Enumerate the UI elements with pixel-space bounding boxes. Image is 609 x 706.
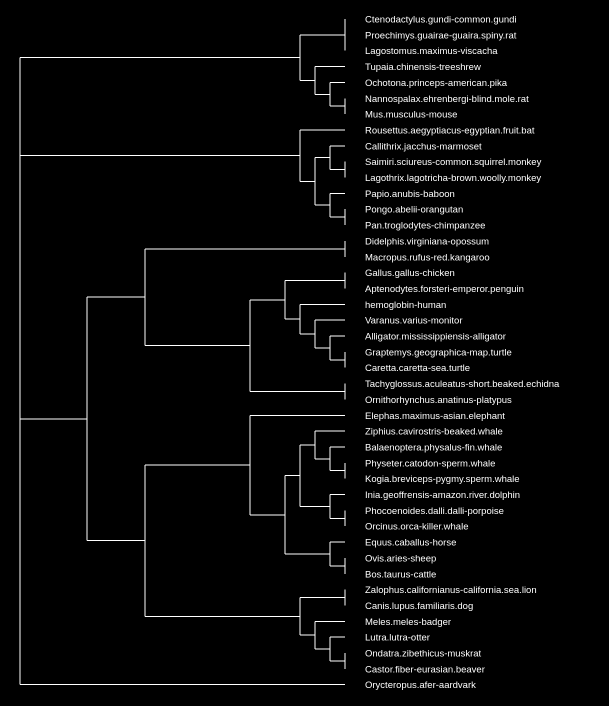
leaf-label: Canis.lupus.familiaris.dog bbox=[365, 601, 473, 612]
leaf-labels: Ctenodactylus.gundi-common.gundi Proechim… bbox=[365, 15, 560, 692]
leaf-label: Lagostomus.maximus-viscacha bbox=[365, 46, 498, 57]
leaf-label: Pongo.abelii-orangutan bbox=[365, 205, 463, 216]
leaf-label: Inia.geoffrensis-amazon.river.dolphin bbox=[365, 490, 520, 501]
leaf-label: Tupaia.chinensis-treeshrew bbox=[365, 62, 481, 73]
leaf-label: Alligator.mississippiensis-alligator bbox=[365, 332, 506, 343]
leaf-label: Gallus.gallus-chicken bbox=[365, 268, 455, 279]
leaf-label: Papio.anubis-baboon bbox=[365, 189, 455, 200]
leaf-label: Rousettus.aegyptiacus-egyptian.fruit.bat bbox=[365, 125, 535, 136]
leaf-label: Saimiri.sciureus-common.squirrel.monkey bbox=[365, 157, 542, 168]
leaf-label: Varanus.varius-monitor bbox=[365, 316, 463, 327]
leaf-label: Pan.troglodytes-chimpanzee bbox=[365, 221, 485, 232]
leaf-label: Elephas.maximus-asian.elephant bbox=[365, 411, 505, 422]
leaf-label: Tachyglossus.aculeatus-short.beaked.echi… bbox=[365, 379, 560, 390]
leaf-label: Proechimys.guairae-guaira.spiny.rat bbox=[365, 30, 517, 41]
leaf-label: hemoglobin-human bbox=[365, 300, 446, 311]
leaf-label: Graptemys.geographica-map.turtle bbox=[365, 347, 512, 358]
leaf-label: Macropus.rufus-red.kangaroo bbox=[365, 252, 490, 263]
leaf-label: Orycteropus.afer-aardvark bbox=[365, 680, 476, 691]
leaf-label: Kogia.breviceps-pygmy.sperm.whale bbox=[365, 474, 520, 485]
leaf-label: Phocoenoides.dalli.dalli-porpoise bbox=[365, 506, 504, 517]
leaf-label: Nannospalax.ehrenbergi-blind.mole.rat bbox=[365, 94, 529, 105]
leaf-label: Ondatra.zibethicus-muskrat bbox=[365, 649, 482, 660]
leaf-label: Ochotona.princeps-american.pika bbox=[365, 78, 508, 89]
tree-branches bbox=[19, 19, 346, 686]
leaf-label: Aptenodytes.forsteri-emperor.penguin bbox=[365, 284, 524, 295]
leaf-label: Bos.taurus-cattle bbox=[365, 569, 436, 580]
leaf-label: Castor.fiber-eurasian.beaver bbox=[365, 664, 485, 675]
leaf-label: Lutra.lutra-otter bbox=[365, 633, 430, 644]
leaf-label: Orcinus.orca-killer.whale bbox=[365, 522, 468, 533]
leaf-label: Ctenodactylus.gundi-common.gundi bbox=[365, 15, 517, 26]
leaf-label: Balaenoptera.physalus-fin.whale bbox=[365, 442, 502, 453]
leaf-label: Caretta.caretta-sea.turtle bbox=[365, 363, 470, 374]
leaf-label: Callithrix.jacchus-marmoset bbox=[365, 141, 482, 152]
leaf-label: Ornithorhynchus.anatinus-platypus bbox=[365, 395, 512, 406]
leaf-label: Zalophus.californianus-california.sea.li… bbox=[365, 585, 537, 596]
leaf-label: Meles.meles-badger bbox=[365, 617, 451, 628]
leaf-label: Lagothrix.lagotricha-brown.woolly.monkey bbox=[365, 173, 541, 184]
leaf-label: Ovis.aries-sheep bbox=[365, 553, 436, 564]
leaf-label: Mus.musculus-mouse bbox=[365, 110, 457, 121]
leaf-label: Physeter.catodon-sperm.whale bbox=[365, 458, 495, 469]
leaf-label: Didelphis.virginiana-opossum bbox=[365, 236, 489, 247]
leaf-label: Ziphius.cavirostris-beaked.whale bbox=[365, 427, 503, 438]
leaf-label: Equus.caballus-horse bbox=[365, 538, 456, 549]
